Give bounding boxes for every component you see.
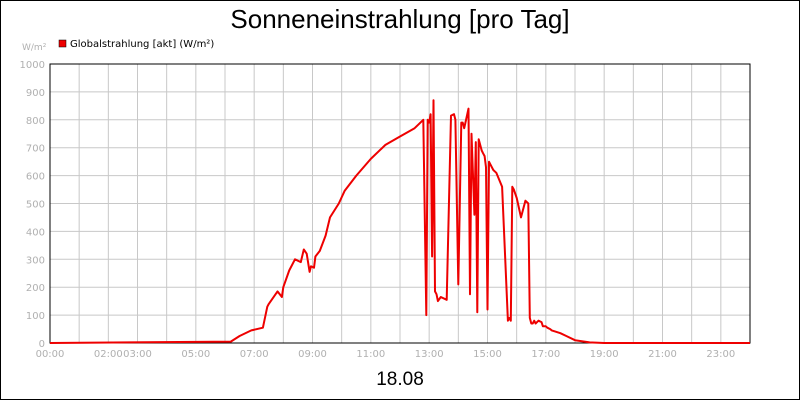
y-tick-label: 1000 [20, 60, 45, 71]
y-tick-label: 300 [26, 255, 45, 266]
y-tick-label: 200 [26, 283, 45, 294]
x-tick-label: 00:00 [36, 349, 65, 360]
y-tick-label: 800 [26, 116, 45, 127]
x-tick-label: 23:00 [706, 349, 735, 360]
y-tick-label: 100 [26, 311, 45, 322]
plot-border [49, 63, 751, 344]
y-axis-unit: W/m² [22, 43, 47, 53]
axis-ticks: 0 100 200 300 400 500 600 700 800 900 1000 00:00 02:… [20, 60, 736, 360]
series-layer [49, 99, 750, 344]
legend: Globalstrahlung [akt] (W/m²) [58, 39, 214, 50]
legend-label: Globalstrahlung [akt] (W/m²) [70, 39, 214, 50]
grid [50, 64, 750, 343]
x-tick-label: 03:00 [123, 349, 152, 360]
y-tick-label: 0 [39, 339, 45, 350]
x-tick-label: 15:00 [473, 349, 502, 360]
x-tick-label: 05:00 [181, 349, 210, 360]
x-tick-label: 21:00 [648, 349, 677, 360]
y-tick-label: 600 [26, 172, 45, 183]
x-tick-label: 07:00 [240, 349, 269, 360]
legend-swatch [58, 39, 67, 48]
x-tick-label: 11:00 [356, 349, 385, 360]
x-tick-label: 02:00 [94, 349, 123, 360]
y-tick-label: 700 [26, 144, 45, 155]
x-tick-label: 19:00 [590, 349, 619, 360]
x-tick-label: 17:00 [531, 349, 560, 360]
series-line-globalstrahlung [49, 99, 750, 344]
y-tick-label: 400 [26, 227, 45, 238]
x-tick-label: 13:00 [415, 349, 444, 360]
y-tick-label: 500 [26, 200, 45, 211]
x-tick-label: 09:00 [298, 349, 327, 360]
x-axis-label: 18.08 [376, 369, 424, 390]
y-tick-label: 900 [26, 88, 45, 99]
chart-title: Sonneneinstrahlung [pro Tag] [230, 4, 569, 34]
